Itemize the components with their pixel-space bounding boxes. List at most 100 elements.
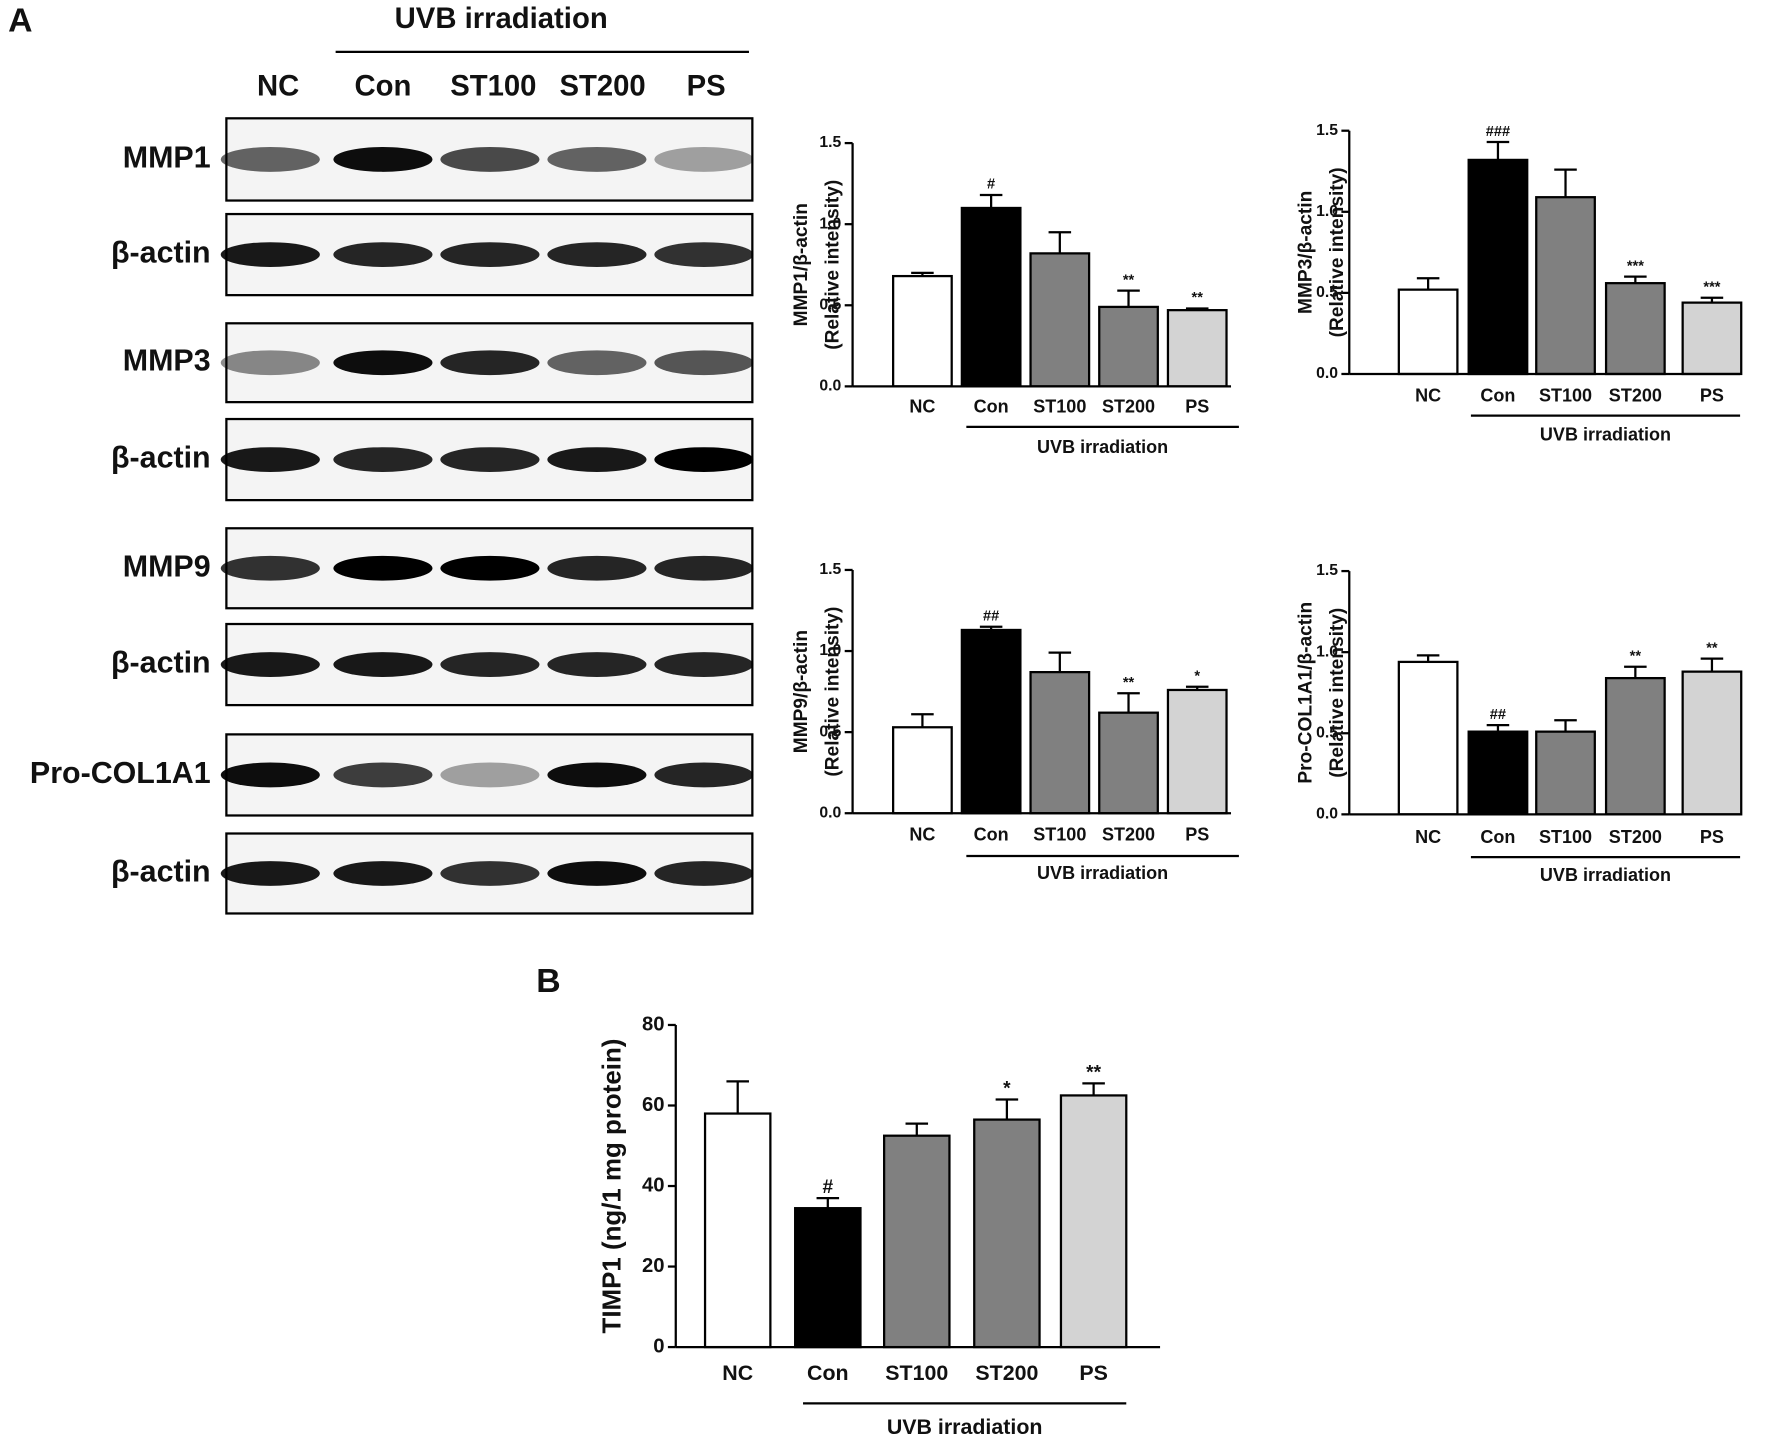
x-tick-label: NC [722, 1361, 753, 1385]
blot-band [333, 350, 433, 376]
row-label: β-actin [111, 441, 211, 475]
blot-band [440, 447, 540, 472]
x-tick-label: Con [1480, 827, 1515, 847]
y-axis-label: TIMP1 (ng/1 mg protein) [599, 1039, 627, 1334]
y-tick-label: 0.5 [1316, 284, 1338, 301]
blot-band [440, 350, 540, 376]
significance-mark: *** [1703, 279, 1720, 295]
y-axis-label: MMP3/β-actin [1296, 191, 1317, 314]
bar [1397, 288, 1459, 376]
row-label: MMP3 [123, 344, 211, 378]
y-tick-label: 80 [642, 1013, 665, 1035]
lane-label: ST200 [559, 70, 645, 103]
y-tick-label: 0.5 [819, 723, 841, 740]
blot-band [654, 861, 754, 886]
blot-band [654, 555, 754, 581]
blot-band [547, 147, 647, 172]
bar [973, 1118, 1041, 1349]
blot-band [220, 350, 320, 376]
significance-mark: ** [1123, 272, 1135, 288]
row-label: MMP9 [123, 549, 211, 583]
y-axis-label: Pro-COL1A1/β-actin [1296, 602, 1317, 784]
blot-band [547, 555, 647, 581]
y-tick-label: 0.0 [819, 378, 841, 395]
bar [1029, 671, 1091, 815]
x-tick-label: PS [1185, 397, 1209, 417]
bar [1059, 1094, 1128, 1349]
x-tick-label: PS [1079, 1361, 1108, 1385]
significance-mark: ** [1706, 640, 1718, 656]
blot-band [220, 555, 320, 581]
significance-mark: * [1194, 668, 1200, 684]
x-tick-label: ST200 [975, 1361, 1038, 1385]
significance-mark: ### [1486, 124, 1510, 140]
x-tick-label: NC [1415, 385, 1441, 405]
bar [1467, 158, 1529, 376]
blot-band [654, 242, 754, 267]
blot-band [547, 350, 647, 376]
panel-label: A [8, 2, 32, 40]
blot-band [547, 242, 647, 267]
x-tick-label: NC [1415, 827, 1441, 847]
y-axis-label: (Relative intensity) [823, 607, 844, 777]
y-tick-label: 20 [642, 1255, 665, 1277]
y-tick-label: 0.5 [1316, 724, 1338, 741]
blot-band [440, 861, 540, 886]
blot-band [220, 762, 320, 788]
blot-band [547, 652, 647, 677]
x-tick-label: ST200 [1609, 385, 1662, 405]
x-tick-label: ST100 [1033, 825, 1086, 845]
bar [1681, 670, 1743, 816]
blot-band [547, 447, 647, 472]
blot-band [440, 242, 540, 267]
y-tick-label: 0.0 [1316, 365, 1338, 382]
bar [960, 628, 1022, 815]
bar [1681, 301, 1743, 376]
group-label: UVB irradiation [1540, 425, 1671, 445]
panel-label: B [536, 962, 560, 1000]
y-axis-label: (Relative intensity) [1327, 167, 1348, 337]
bar [1467, 730, 1529, 816]
y-tick-label: 1.5 [1316, 122, 1338, 139]
y-tick-label: 0.5 [819, 296, 841, 313]
y-tick-label: 60 [642, 1094, 665, 1116]
y-tick-label: 0.0 [1316, 806, 1338, 823]
significance-mark: ** [1123, 675, 1135, 691]
row-label: MMP1 [123, 140, 211, 174]
x-tick-label: PS [1700, 385, 1724, 405]
x-tick-label: Con [974, 397, 1009, 417]
significance-mark: # [987, 177, 995, 193]
bar [892, 726, 953, 815]
group-label: UVB irradiation [395, 2, 608, 35]
group-label: UVB irradiation [1540, 865, 1671, 885]
x-tick-label: ST100 [1539, 827, 1592, 847]
bar [1166, 309, 1228, 388]
lane-label: PS [687, 70, 726, 103]
x-tick-label: NC [909, 825, 935, 845]
x-tick-label: ST100 [1033, 397, 1086, 417]
y-tick-label: 1.0 [1316, 203, 1338, 220]
blot-band [220, 861, 320, 886]
blot-band [440, 555, 540, 581]
x-tick-label: ST200 [1609, 827, 1662, 847]
bar [1397, 660, 1459, 816]
blot-band [440, 762, 540, 788]
x-tick-label: ST100 [885, 1361, 948, 1385]
blot-band [654, 147, 754, 172]
row-label: β-actin [111, 646, 211, 680]
bar [1535, 196, 1596, 376]
blot-band [333, 242, 433, 267]
blot-band [220, 652, 320, 677]
y-axis-label: MMP9/β-actin [791, 630, 812, 753]
bar [794, 1207, 862, 1349]
significance-mark: *** [1627, 258, 1644, 274]
bar [703, 1112, 772, 1349]
x-tick-label: Con [974, 825, 1009, 845]
significance-mark: # [822, 1177, 833, 1198]
x-tick-label: NC [909, 397, 935, 417]
y-axis-label: (Relative intensity) [823, 180, 844, 350]
y-tick-label: 1.5 [819, 134, 841, 151]
y-axis-label: MMP1/β-actin [791, 203, 812, 326]
bar [1604, 676, 1666, 816]
y-tick-label: 0.0 [819, 804, 841, 821]
